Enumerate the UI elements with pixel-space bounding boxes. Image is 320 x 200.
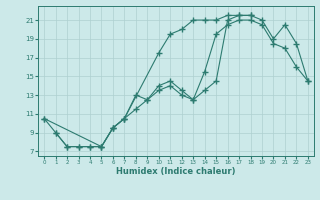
X-axis label: Humidex (Indice chaleur): Humidex (Indice chaleur) <box>116 167 236 176</box>
